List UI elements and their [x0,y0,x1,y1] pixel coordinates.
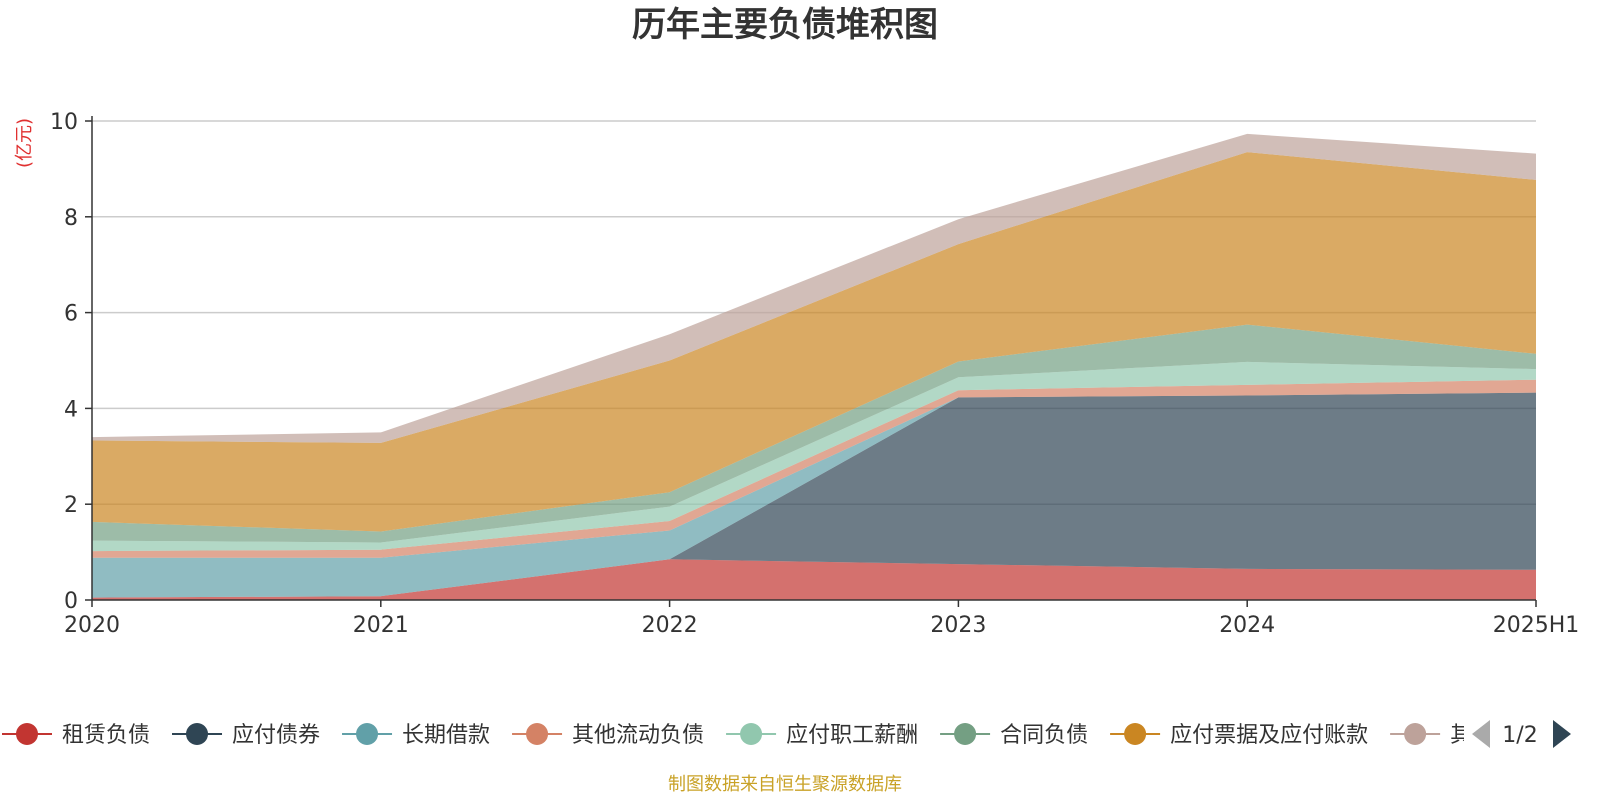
legend-item[interactable]: 合同负债 [940,723,1088,748]
legend-marker-icon [740,723,763,745]
area-series-group [92,133,1536,600]
x-tick-label: 2025H1 [1493,613,1580,638]
y-tick-label: 4 [64,397,78,422]
legend-label: 应付债券 [232,723,320,748]
chart-title: 历年主要负债堆积图 [632,5,938,45]
legend-label: 其他 [1450,723,1494,748]
legend-item[interactable]: 长期借款 [342,723,490,748]
y-axis-unit-label: (亿元) [14,118,35,168]
y-tick-label: 0 [64,589,78,614]
legend-marker-icon [356,723,379,745]
legend-item[interactable]: 应付债券 [172,723,320,748]
legend-item[interactable]: 租赁负债 [2,723,150,748]
y-tick-label: 8 [64,206,78,231]
legend-label: 合同负债 [1000,723,1088,748]
area-series [92,392,1536,598]
legend-item[interactable]: 其他流动负债 [512,723,704,748]
legend-marker-icon [954,723,977,745]
legend-page-indicator: 1/2 [1502,723,1537,748]
legend-next-page-icon[interactable] [1553,720,1571,748]
x-tick-label: 2023 [930,613,986,638]
x-tick-label: 2020 [64,613,120,638]
y-tick-label: 10 [50,110,78,135]
legend-marker-icon [1124,723,1147,745]
legend-item[interactable]: 应付票据及应付账款 [1110,723,1368,748]
legend-pager: 1/2 [1472,720,1571,748]
legend-item[interactable]: 其他 [1390,723,1494,748]
x-tick-label: 2022 [642,613,698,638]
x-tick-label: 2024 [1219,613,1275,638]
legend-prev-page-icon[interactable] [1472,720,1490,748]
source-note: 制图数据来自恒生聚源数据库 [668,774,902,795]
legend-marker-icon [186,723,209,745]
axes: 0 2 4 6 8 10 2020 2021 2022 2023 2024 2025H1 [50,110,1579,638]
legend-label: 租赁负债 [62,723,150,748]
y-tick-label: 6 [64,302,78,327]
x-tick-label: 2021 [353,613,409,638]
area-series [92,361,1536,552]
area-series [92,392,1536,598]
legend: 租赁负债 应付债券 长期借款 其他流动负债 应付职工薪酬 合同负债 应付票据及应付账款 其他 [2,723,1494,748]
legend-item[interactable]: 应付职工薪酬 [726,723,918,748]
legend-marker-icon [526,723,549,745]
area-series [92,324,1536,543]
y-tick-label: 2 [64,493,78,518]
legend-label: 应付职工薪酬 [786,723,918,748]
legend-label: 长期借款 [402,723,490,748]
legend-marker-icon [16,723,38,745]
area-series [92,133,1536,443]
legend-label: 应付票据及应付账款 [1170,723,1368,748]
legend-marker-icon [1404,723,1427,745]
legend-label: 其他流动负债 [572,723,704,748]
area-series [92,152,1536,532]
area-series [92,559,1536,600]
